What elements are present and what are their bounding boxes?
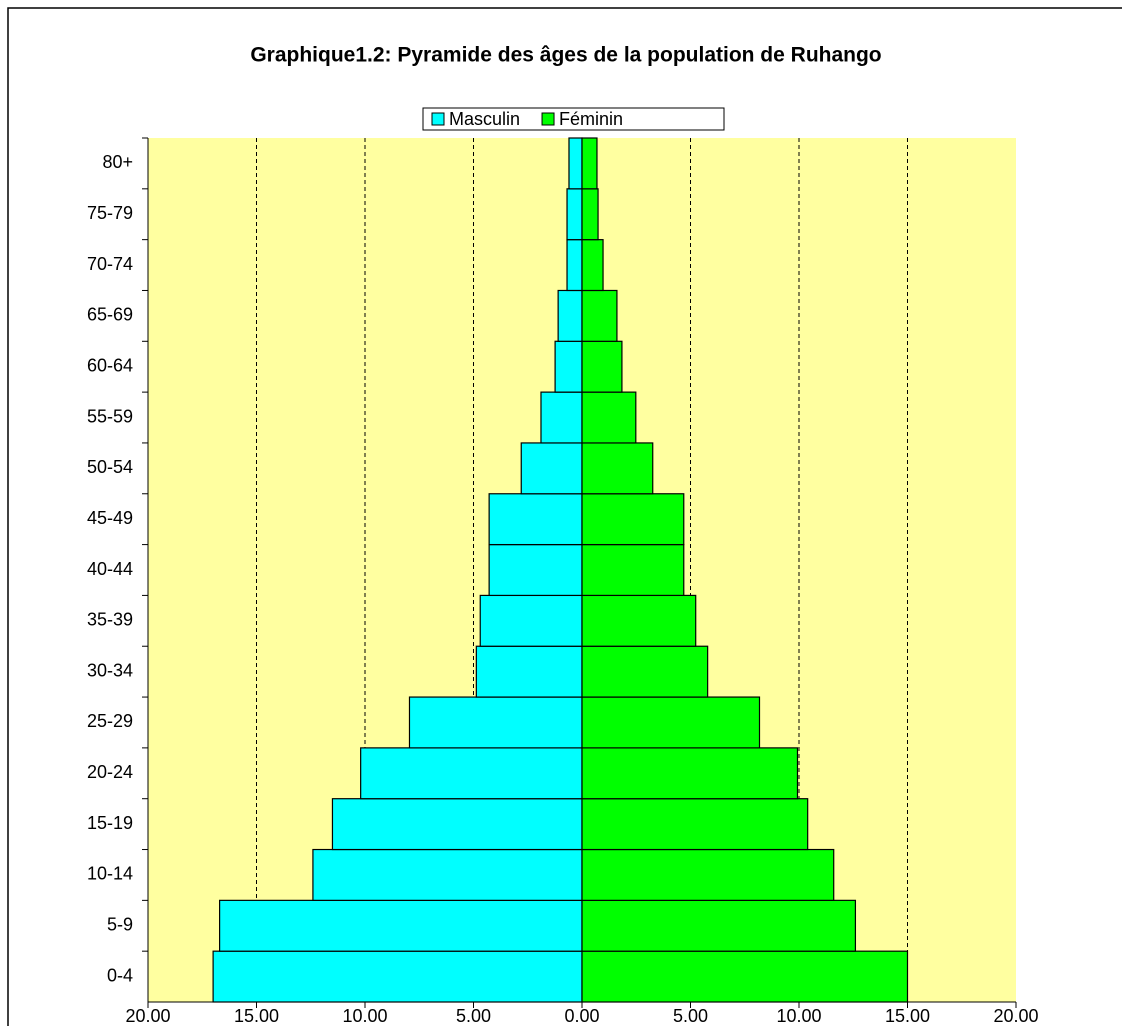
y-tick-label: 45-49 bbox=[87, 508, 133, 528]
y-tick-label: 20-24 bbox=[87, 762, 133, 782]
y-tick-label: 30-34 bbox=[87, 660, 133, 680]
bar bbox=[540, 391, 583, 444]
bar bbox=[331, 798, 583, 851]
y-tick-label: 15-19 bbox=[87, 813, 133, 833]
bar bbox=[475, 645, 583, 698]
y-tick-label: 40-44 bbox=[87, 559, 133, 579]
y-tick-label: 50-54 bbox=[87, 457, 133, 477]
x-tick-label: 5.00 bbox=[673, 1006, 708, 1026]
bar bbox=[312, 848, 583, 901]
bar bbox=[581, 899, 857, 952]
bar bbox=[581, 950, 909, 1003]
bar bbox=[581, 747, 799, 800]
bar bbox=[581, 848, 835, 901]
x-tick-label: 20.00 bbox=[125, 1006, 170, 1026]
bar bbox=[581, 696, 761, 749]
bar bbox=[219, 899, 583, 952]
bar bbox=[581, 137, 598, 190]
y-tick-label: 35-39 bbox=[87, 610, 133, 630]
bar bbox=[554, 340, 583, 393]
y-tick-label: 55-59 bbox=[87, 406, 133, 426]
x-tick-label: 10.00 bbox=[342, 1006, 387, 1026]
legend-swatch bbox=[541, 112, 555, 126]
bar bbox=[212, 950, 583, 1003]
y-tick-label: 0-4 bbox=[107, 965, 133, 985]
bar bbox=[581, 493, 685, 546]
y-tick-label: 80+ bbox=[102, 152, 133, 172]
bar bbox=[360, 747, 583, 800]
legend-box bbox=[422, 107, 725, 131]
bar bbox=[581, 391, 637, 444]
x-tick-label: 20.00 bbox=[993, 1006, 1038, 1026]
bar bbox=[488, 493, 583, 546]
y-tick-label: 60-64 bbox=[87, 355, 133, 375]
bar bbox=[581, 188, 599, 241]
bar bbox=[581, 442, 654, 495]
bar bbox=[581, 340, 623, 393]
x-tick-label: 15.00 bbox=[234, 1006, 279, 1026]
y-tick-label: 25-29 bbox=[87, 711, 133, 731]
bar bbox=[581, 594, 697, 647]
y-tick-label: 5-9 bbox=[107, 915, 133, 935]
y-tick-label: 65-69 bbox=[87, 305, 133, 325]
bar bbox=[557, 289, 583, 342]
bar bbox=[581, 543, 685, 597]
x-tick-label: 0.00 bbox=[564, 1006, 599, 1026]
x-tick-label: 5.00 bbox=[456, 1006, 491, 1026]
bar bbox=[566, 188, 583, 241]
legend-swatch bbox=[431, 112, 445, 126]
bar bbox=[566, 239, 583, 292]
y-tick-label: 10-14 bbox=[87, 864, 133, 884]
bar bbox=[408, 696, 583, 749]
bar bbox=[479, 594, 583, 647]
legend-label: Féminin bbox=[559, 109, 623, 129]
bar bbox=[581, 645, 709, 698]
bar bbox=[520, 442, 583, 495]
bar bbox=[581, 798, 809, 851]
bar bbox=[488, 543, 583, 597]
x-tick-label: 15.00 bbox=[885, 1006, 930, 1026]
bar bbox=[581, 239, 604, 292]
chart-title: Graphique1.2: Pyramide des âges de la po… bbox=[250, 44, 881, 67]
legend-label: Masculin bbox=[449, 109, 520, 129]
bar bbox=[581, 289, 618, 342]
bar bbox=[568, 137, 583, 190]
y-tick-label: 70-74 bbox=[87, 254, 133, 274]
y-tick-label: 75-79 bbox=[87, 203, 133, 223]
x-tick-label: 10.00 bbox=[776, 1006, 821, 1026]
